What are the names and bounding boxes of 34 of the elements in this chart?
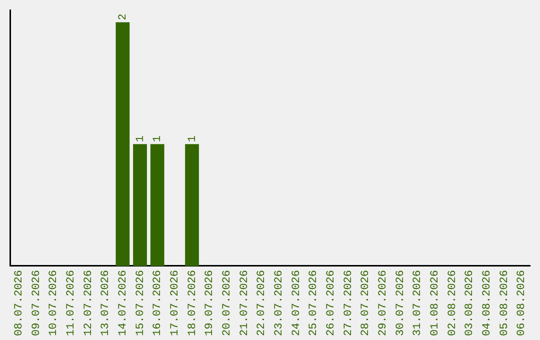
x-tick-label: 22.07.2026: [256, 270, 268, 336]
x-tick-label: 10.07.2026: [48, 270, 60, 336]
x-tick-label: 20.07.2026: [222, 270, 234, 336]
data-label: 2: [118, 14, 130, 20]
x-tick-label: 17.07.2026: [170, 270, 182, 336]
x-tick-label: 01.08.2026: [430, 270, 442, 336]
x-tick-label: 30.07.2026: [394, 270, 407, 336]
x-tick-label: 02.08.2026: [446, 270, 459, 336]
x-tick-label: 19.07.2026: [204, 270, 216, 336]
x-tick-label: 28.07.2026: [360, 270, 372, 336]
x-tick-label: 12.07.2026: [82, 270, 95, 336]
data-label: 1: [152, 135, 164, 142]
x-tick-label: 27.07.2026: [342, 270, 355, 336]
x-tick-label: 05.08.2026: [498, 270, 511, 336]
x-tick-label: 11.07.2026: [66, 270, 78, 336]
x-tick-label: 31.07.2026: [412, 270, 424, 336]
data-label: 1: [134, 135, 147, 142]
x-tick-label: 24.07.2026: [290, 270, 303, 336]
x-tick-label: 23.07.2026: [274, 270, 286, 336]
x-tick-label: 25.07.2026: [308, 270, 320, 336]
x-tick-label: 09.07.2026: [30, 270, 43, 336]
x-tick-label: 15.07.2026: [134, 270, 147, 336]
x-tick-label: 14.07.2026: [118, 270, 130, 336]
x-tick-label: 21.07.2026: [238, 270, 251, 336]
x-tick-label: 03.08.2026: [464, 270, 476, 336]
x-tick-label: 29.07.2026: [378, 270, 390, 336]
x-tick-label: 13.07.2026: [100, 270, 112, 336]
x-tick-label: 18.07.2026: [186, 270, 199, 336]
data-label: 1: [186, 135, 199, 142]
x-tick-label: 16.07.2026: [152, 270, 164, 336]
x-tick-label: 08.07.2026: [14, 270, 26, 336]
x-tick-label: 26.07.2026: [326, 270, 338, 336]
x-tick-label: 04.08.2026: [482, 270, 494, 336]
x-tick-label: 06.08.2026: [516, 270, 528, 336]
